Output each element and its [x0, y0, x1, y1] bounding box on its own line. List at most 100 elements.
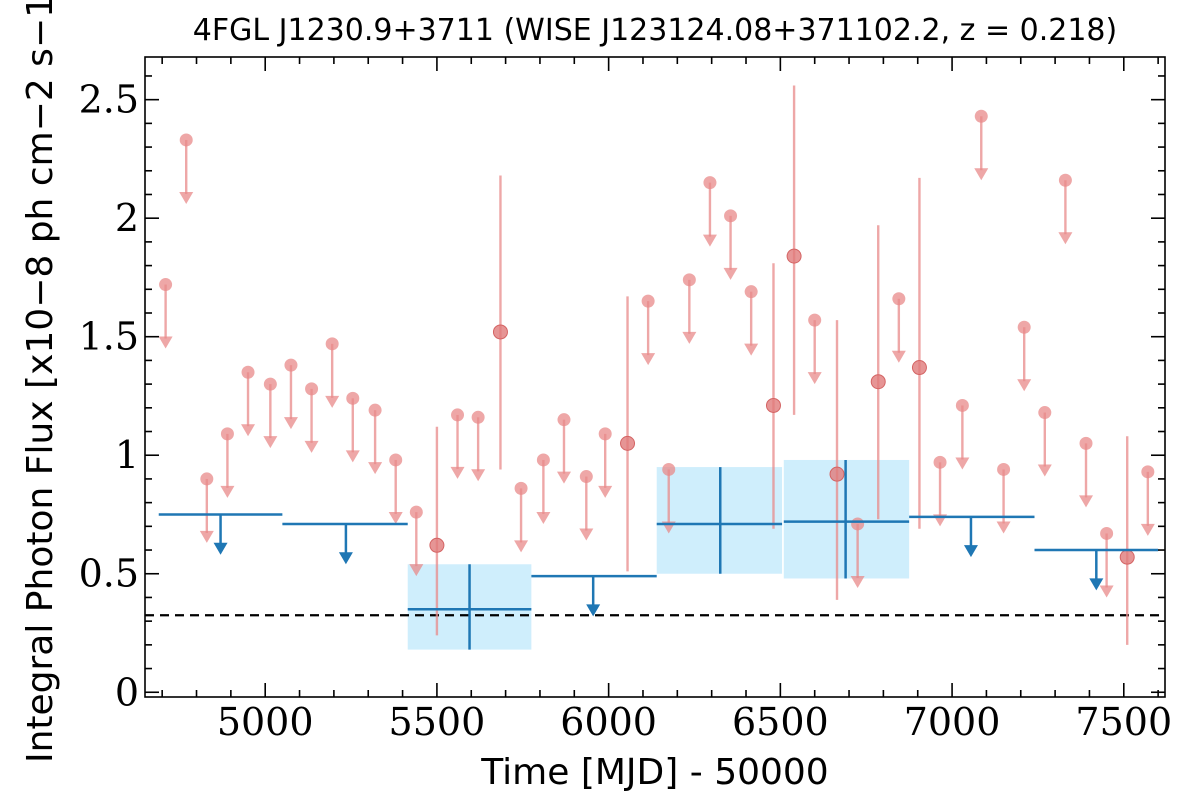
x-tick-label: 5500 — [389, 700, 486, 744]
fine-upper-limit-point — [220, 427, 234, 441]
fine-upper-limit-arrow — [682, 331, 697, 344]
fine-upper-limit-point — [662, 462, 676, 476]
fine-detection-point — [492, 324, 508, 340]
fine-upper-limit-point — [514, 481, 528, 495]
fine-detection-point — [429, 537, 445, 553]
fine-upper-limit-arrow — [744, 343, 759, 356]
fine-detection-point — [829, 466, 845, 482]
x-tick-label: 5000 — [217, 700, 314, 744]
fine-upper-limit-arrow — [891, 350, 906, 363]
fine-upper-limit-point — [724, 209, 738, 223]
fine-upper-limit-point — [974, 109, 988, 123]
coarse-upper-limit-arrow — [1089, 578, 1104, 591]
fine-upper-limit-arrow — [807, 372, 822, 385]
fine-upper-limit-point — [471, 410, 485, 424]
fine-upper-limit-arrow — [556, 471, 571, 484]
fine-upper-limit-point — [241, 365, 255, 379]
fine-upper-limit-arrow — [199, 530, 214, 543]
x-tick-label: 7000 — [904, 700, 1001, 744]
fine-upper-limit-arrow — [850, 575, 865, 588]
fine-upper-limit-arrow — [702, 234, 717, 247]
fine-upper-limit-point — [1141, 465, 1155, 479]
fine-upper-limit-arrow — [220, 485, 235, 498]
x-axis-label: Time [MJD] - 50000 — [480, 752, 828, 793]
fine-upper-limit-arrow — [345, 450, 360, 463]
fine-detection-point — [870, 374, 886, 390]
fine-upper-limit-arrow — [158, 336, 173, 349]
fine-upper-limit-arrow — [263, 436, 278, 449]
fine-upper-limit-arrow — [1099, 585, 1114, 598]
fine-upper-limit-point — [1100, 526, 1114, 540]
fine-upper-limit-arrow — [304, 440, 319, 453]
chart-title: 4FGL J1230.9+3711 (WISE J123124.08+37110… — [193, 13, 1117, 48]
fine-upper-limit-point — [200, 472, 214, 486]
y-tick-label: 1.5 — [79, 315, 139, 359]
fine-upper-limit-point — [851, 517, 865, 531]
x-tick-label: 7500 — [1075, 700, 1172, 744]
fine-upper-limit-arrow — [1017, 379, 1032, 392]
fine-upper-limit-arrow — [368, 462, 383, 475]
y-tick-label: 0.5 — [79, 552, 139, 596]
fine-upper-limit-point — [579, 470, 593, 484]
fine-upper-limit-arrow — [1140, 523, 1155, 536]
fine-upper-limit-point — [409, 505, 423, 519]
fine-upper-limit-arrow — [1058, 232, 1073, 245]
fine-upper-limit-point — [1058, 173, 1072, 187]
coarse-upper-limit-arrow — [338, 552, 353, 565]
fine-upper-limit-point — [346, 391, 360, 405]
fine-upper-limit-arrow — [723, 267, 738, 280]
fine-upper-limit-arrow — [641, 353, 656, 366]
fine-detection-point — [1119, 549, 1135, 565]
fine-detection-point — [765, 397, 781, 413]
y-axis-label: Integral Photon Flux [x10−8 ph cm−2 s−1] — [20, 0, 61, 763]
coarse-upper-limit-arrow — [213, 542, 228, 555]
y-tick-label: 2 — [115, 196, 139, 240]
fine-upper-limit-point — [1038, 406, 1052, 420]
fine-upper-limit-arrow — [471, 469, 486, 482]
y-tick-label: 1 — [115, 433, 139, 477]
fine-upper-limit-point — [641, 294, 655, 308]
fine-upper-limit-arrow — [514, 540, 529, 553]
fine-detection-point — [786, 248, 802, 264]
fine-upper-limit-arrow — [283, 417, 298, 430]
fine-upper-limit-point — [892, 292, 906, 306]
fine-upper-limit-arrow — [325, 395, 340, 408]
fine-upper-limit-point — [368, 403, 382, 417]
fine-upper-limit-arrow — [388, 511, 403, 524]
fine-upper-limit-point — [933, 455, 947, 469]
fine-upper-limit-point — [451, 408, 465, 422]
x-tick-label: 6500 — [732, 700, 829, 744]
fine-upper-limit-arrow — [1079, 495, 1094, 508]
y-tick-label: 2.5 — [79, 78, 139, 122]
fine-upper-limit-point — [808, 313, 822, 327]
fine-upper-limit-point — [159, 278, 173, 292]
fine-upper-limit-arrow — [179, 191, 194, 204]
plot-frame — [144, 56, 1166, 698]
fine-upper-limit-point — [263, 377, 277, 391]
fine-upper-limit-arrow — [955, 457, 970, 470]
fine-upper-limit-point — [703, 176, 717, 190]
fine-detection-point — [911, 360, 927, 376]
fine-upper-limit-arrow — [536, 511, 551, 524]
fine-upper-limit-arrow — [996, 521, 1011, 534]
fine-upper-limit-arrow — [579, 528, 594, 541]
fine-upper-limit-arrow — [409, 564, 424, 577]
y-tick-label: 0 — [115, 670, 139, 714]
fine-upper-limit-point — [1017, 320, 1031, 334]
fine-upper-limit-point — [955, 398, 969, 412]
fine-upper-limit-point — [284, 358, 298, 372]
fine-detection-point — [620, 435, 636, 451]
fine-upper-limit-arrow — [241, 424, 256, 437]
coarse-upper-limit-arrow — [963, 545, 978, 558]
fine-upper-limit-point — [557, 413, 571, 427]
fine-upper-limit-arrow — [1037, 464, 1052, 477]
fine-upper-limit-point — [1079, 436, 1093, 450]
x-tick-label: 6000 — [560, 700, 657, 744]
fine-upper-limit-point — [997, 462, 1011, 476]
fine-upper-limit-point — [744, 285, 758, 299]
coarse-upper-limit-arrow — [586, 604, 601, 617]
fine-upper-limit-arrow — [450, 466, 465, 479]
fine-upper-limit-point — [598, 427, 612, 441]
fine-upper-limit-point — [389, 453, 403, 467]
